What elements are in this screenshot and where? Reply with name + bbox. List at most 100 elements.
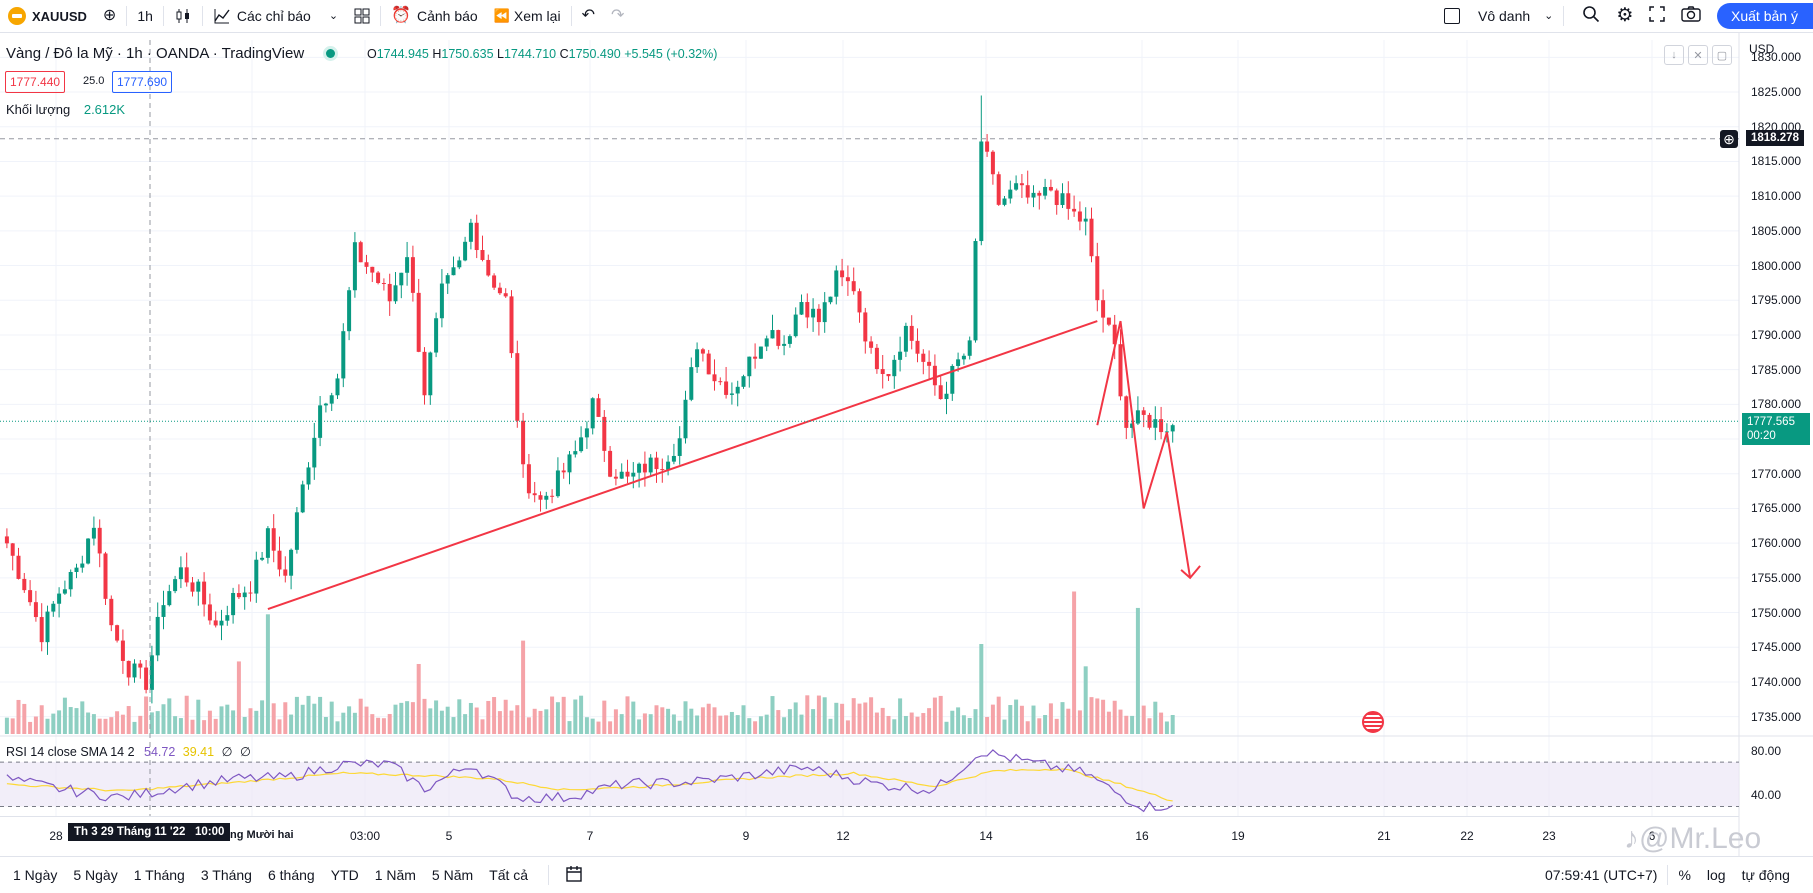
maximize-icon[interactable]: ▢: [1712, 45, 1732, 65]
publish-idea-button[interactable]: Xuất bản ý tưởng: [1717, 3, 1813, 29]
interval-label: 1h: [137, 8, 153, 24]
buy-price-box[interactable]: 1777.690: [112, 71, 173, 93]
chart-type-button[interactable]: [166, 0, 200, 32]
interval-button[interactable]: 1h: [129, 0, 161, 32]
move-down-icon[interactable]: ↓: [1664, 45, 1684, 65]
layout-name[interactable]: Vô danh: [1478, 8, 1531, 24]
gold-logo-icon: [8, 7, 26, 25]
candle-body: [683, 399, 688, 439]
candle-body: [555, 470, 560, 497]
range-button[interactable]: YTD: [330, 867, 359, 883]
top-toolbar: XAUUSD ⊕ 1h Các chỉ báo ⌄ ⏰ Cảnh báo ⏪ X…: [0, 0, 1813, 33]
clock[interactable]: 07:59:41 (UTC+7): [1545, 867, 1658, 883]
candle-body: [915, 340, 920, 354]
volume-bar: [666, 708, 671, 734]
trendline: [267, 320, 1098, 611]
range-button[interactable]: 1 Ngày: [13, 867, 58, 883]
symbol-search[interactable]: XAUUSD: [0, 0, 95, 32]
volume-value: 2.612K: [83, 102, 126, 117]
price-axis-label: 1805.000: [1751, 223, 1802, 238]
price-axis-label: 1760.000: [1751, 536, 1802, 551]
volume-bar: [370, 714, 375, 734]
range-button[interactable]: 3 Tháng: [200, 867, 252, 883]
volume-legend[interactable]: Khối lượng 2.612K: [6, 102, 125, 117]
currency-label[interactable]: USD: [1749, 42, 1775, 56]
volume-bar: [213, 718, 218, 734]
fullscreen-icon[interactable]: [1649, 6, 1666, 26]
add-alert-icon[interactable]: ⊕: [1720, 129, 1738, 148]
candle-body: [509, 296, 514, 354]
range-button[interactable]: 1 Năm: [374, 867, 416, 883]
goto-date-icon[interactable]: [565, 865, 583, 886]
candle-body: [294, 512, 299, 550]
chevron-down-icon[interactable]: ⌄: [1544, 10, 1554, 22]
volume-bar: [161, 704, 166, 734]
candle-body: [903, 325, 908, 352]
candle-body: [869, 341, 874, 348]
volume-bar: [1112, 700, 1117, 734]
volume-bar: [155, 711, 160, 734]
volume-bar: [845, 720, 850, 734]
time-axis[interactable]: 28 Tháng Mười hai 03:00 5 7 9 12 14 16 19 21 22 23 6 T…: [0, 816, 1739, 857]
candle-body: [492, 275, 497, 288]
redo-button[interactable]: ↷: [603, 0, 632, 32]
volume-bar: [967, 717, 972, 734]
candle-body: [973, 241, 978, 341]
percent-toggle[interactable]: %: [1678, 867, 1691, 883]
candle-body: [990, 151, 995, 175]
publish-label: Xuất bản ý tưởng: [1731, 8, 1801, 24]
divider: [570, 6, 572, 26]
range-button[interactable]: 6 tháng: [267, 867, 315, 883]
volume-bar: [903, 715, 908, 734]
indicators-button[interactable]: Các chỉ báo ⌄: [205, 0, 346, 32]
candle-body: [126, 660, 131, 678]
log-toggle[interactable]: log: [1706, 867, 1726, 883]
range-button[interactable]: 5 Năm: [431, 867, 474, 883]
volume-bar: [880, 707, 885, 734]
date-range-buttons: 1 Ngày 5 Ngày 1 Tháng 3 Tháng 6 tháng YTD 1 Nă…: [5, 867, 536, 883]
forecast-path: [1096, 320, 1192, 579]
alert-button[interactable]: ⏰ Cảnh báo: [383, 0, 486, 32]
gear-icon[interactable]: ⚙: [1616, 5, 1634, 26]
rsi-extra-1: ∅: [221, 745, 233, 759]
price-axis-label: 1800.000: [1751, 258, 1802, 273]
sell-price-box[interactable]: 1777.440: [5, 71, 66, 93]
volume-bar: [480, 719, 485, 734]
rsi-legend[interactable]: RSI 14 close SMA 14 2 54.72 39.41 ∅ ∅: [6, 744, 251, 759]
price-axis-label: 1755.000: [1751, 570, 1802, 585]
candle-body: [51, 603, 56, 612]
auto-toggle[interactable]: tự động: [1741, 867, 1790, 883]
camera-icon[interactable]: [1681, 6, 1702, 26]
volume-bar: [555, 702, 560, 734]
range-button[interactable]: 1 Tháng: [133, 867, 185, 883]
volume-bar: [654, 705, 659, 734]
rsi-panel-background: [0, 761, 1739, 807]
volume-bar: [521, 640, 526, 734]
candle-body: [45, 611, 50, 643]
search-icon[interactable]: [1582, 5, 1600, 27]
volume-bar: [979, 644, 984, 734]
volume-bar: [352, 712, 357, 734]
candle-body: [932, 365, 937, 386]
rewind-icon: ⏪: [493, 8, 510, 23]
candle-body: [666, 461, 671, 470]
layouts-button[interactable]: [346, 0, 378, 32]
chart-legend-title[interactable]: Vàng / Đô la Mỹ · 1h · OANDA · TradingVi…: [6, 45, 336, 62]
event-flag-icon[interactable]: [1362, 711, 1384, 733]
volume-bar: [277, 719, 282, 734]
range-button[interactable]: Tất cả: [489, 867, 529, 883]
replay-button[interactable]: ⏪ Xem lại: [486, 0, 569, 32]
volume-bar: [1037, 718, 1042, 734]
undo-button[interactable]: ↶: [574, 0, 603, 32]
candle-body: [648, 457, 653, 473]
range-button[interactable]: 5 Ngày: [73, 867, 118, 883]
candle-body: [729, 393, 734, 395]
compare-button[interactable]: ⊕: [95, 0, 124, 32]
volume-bar: [729, 711, 734, 734]
collapse-icon[interactable]: ✕: [1688, 45, 1708, 65]
layout-checkbox[interactable]: [1444, 8, 1460, 24]
candle-body: [1106, 317, 1111, 325]
volume-bar: [254, 710, 259, 734]
time-axis-label: 7: [586, 829, 594, 843]
